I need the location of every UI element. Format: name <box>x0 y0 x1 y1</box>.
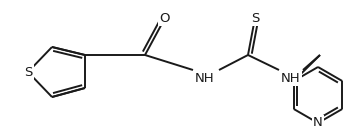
Text: S: S <box>251 11 259 25</box>
Text: O: O <box>160 11 170 25</box>
Text: S: S <box>24 66 32 79</box>
Text: NH: NH <box>281 71 301 84</box>
Text: N: N <box>313 116 323 129</box>
Text: NH: NH <box>195 71 215 84</box>
